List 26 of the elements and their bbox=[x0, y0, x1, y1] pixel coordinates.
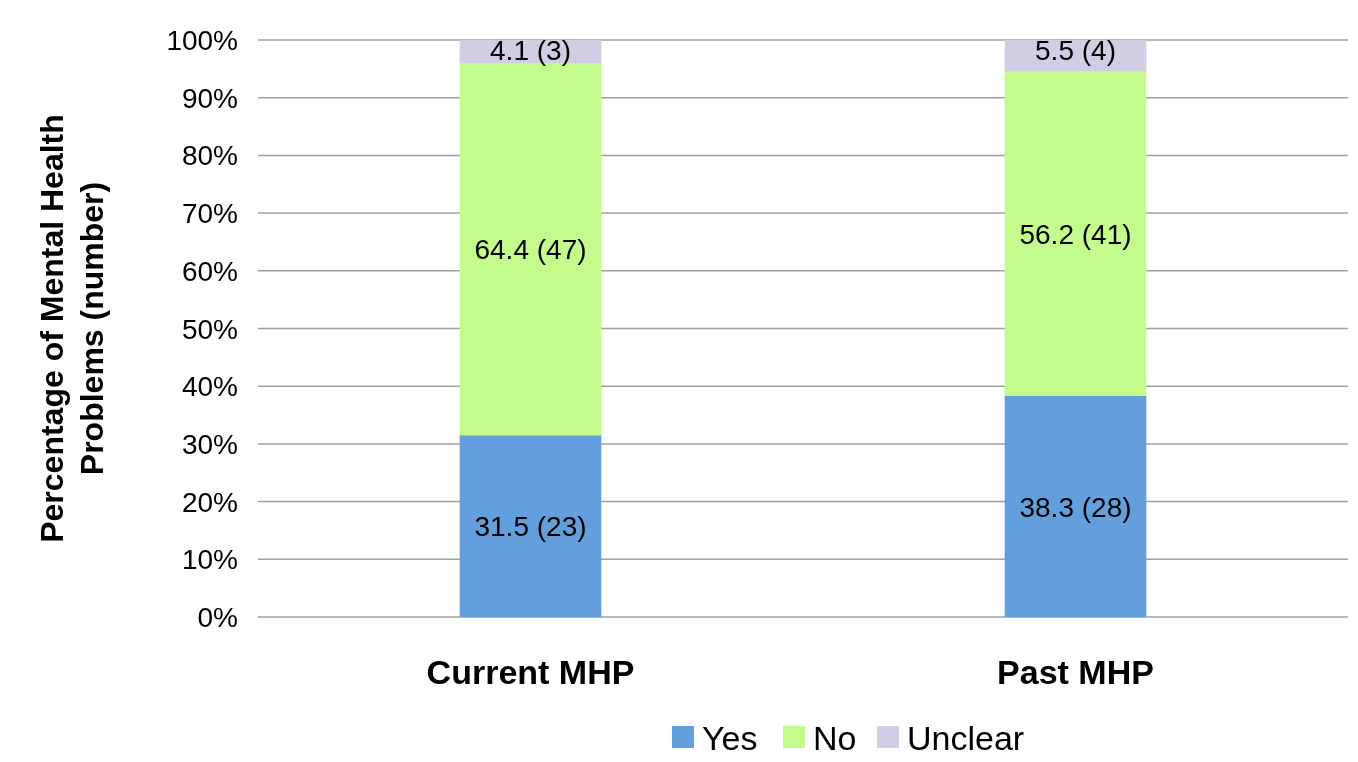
bar bbox=[459, 435, 602, 617]
data-label: 56.2 (41) bbox=[1019, 218, 1132, 250]
y-axis-title: Percentage of Mental Health Problems (number) bbox=[34, 114, 110, 543]
data-label: 4.1 (3) bbox=[490, 35, 571, 66]
legend-label: Unclear bbox=[907, 719, 1025, 757]
data-label: 31.5 (23) bbox=[474, 511, 587, 543]
x-tick-label: Current MHP bbox=[426, 653, 635, 691]
y-tick-label: 30% bbox=[181, 428, 238, 460]
y-tick-label: 10% bbox=[181, 544, 238, 576]
y-tick-label: 70% bbox=[181, 198, 238, 230]
bar bbox=[1004, 396, 1147, 617]
data-label: 64.4 (47) bbox=[474, 234, 587, 266]
y-tick-label: 90% bbox=[181, 82, 238, 114]
legend-label: Yes bbox=[702, 719, 758, 757]
y-tick-label: 50% bbox=[181, 313, 238, 345]
x-tick-label: Past MHP bbox=[997, 653, 1154, 691]
bar bbox=[1004, 71, 1147, 397]
y-tick-label: 60% bbox=[181, 255, 238, 287]
y-tick-label: 20% bbox=[181, 486, 238, 518]
data-label: 38.3 (28) bbox=[1019, 491, 1132, 523]
y-tick-label: 100% bbox=[166, 25, 238, 56]
y-tick-label: 40% bbox=[181, 371, 238, 403]
data-label: 5.5 (4) bbox=[1035, 35, 1116, 66]
y-tick-label: 0% bbox=[197, 602, 238, 633]
y-tick-label: 80% bbox=[181, 140, 238, 172]
legend-label: No bbox=[813, 719, 857, 757]
